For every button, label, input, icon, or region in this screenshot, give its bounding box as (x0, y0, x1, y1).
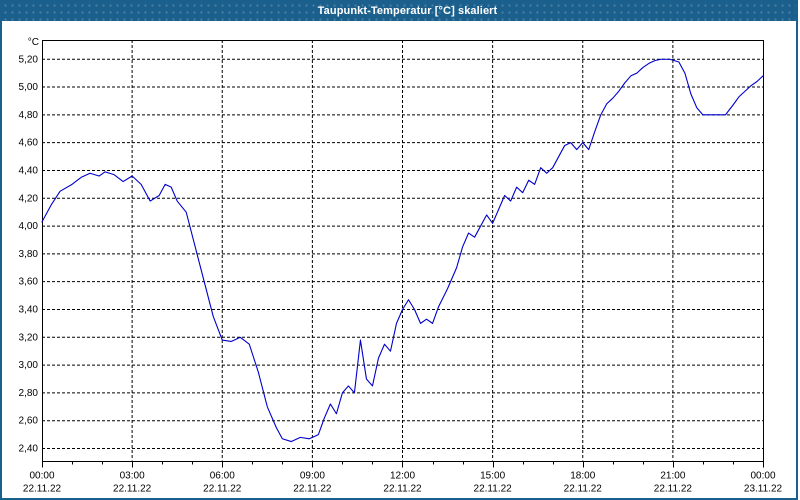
svg-text:12:00: 12:00 (390, 471, 415, 482)
svg-text:21:00: 21:00 (660, 471, 685, 482)
svg-text:4,00: 4,00 (19, 221, 39, 232)
svg-text:22.11.22: 22.11.22 (293, 484, 332, 495)
svg-text:15:00: 15:00 (480, 471, 505, 482)
svg-text:06:00: 06:00 (210, 471, 235, 482)
svg-text:5,20: 5,20 (19, 54, 39, 65)
svg-text:22.11.22: 22.11.22 (564, 484, 603, 495)
svg-text:3,80: 3,80 (19, 249, 39, 260)
svg-text:00:00: 00:00 (750, 471, 775, 482)
svg-text:°C: °C (28, 37, 39, 48)
svg-text:03:00: 03:00 (120, 471, 145, 482)
svg-text:4,20: 4,20 (19, 193, 39, 204)
svg-text:3,20: 3,20 (19, 332, 39, 343)
svg-text:2,40: 2,40 (19, 444, 39, 455)
svg-text:22.11.22: 22.11.22 (383, 484, 422, 495)
svg-text:09:00: 09:00 (300, 471, 325, 482)
svg-text:4,80: 4,80 (19, 110, 39, 121)
svg-text:3,60: 3,60 (19, 277, 39, 288)
svg-text:18:00: 18:00 (570, 471, 595, 482)
svg-text:4,60: 4,60 (19, 138, 39, 149)
svg-text:22.11.22: 22.11.22 (474, 484, 513, 495)
svg-text:5,00: 5,00 (19, 82, 39, 93)
svg-text:2,60: 2,60 (19, 416, 39, 427)
svg-text:2,80: 2,80 (19, 388, 39, 399)
svg-text:3,00: 3,00 (19, 360, 39, 371)
svg-text:22.11.22: 22.11.22 (654, 484, 693, 495)
svg-text:22.11.22: 22.11.22 (203, 484, 242, 495)
svg-text:00:00: 00:00 (29, 471, 54, 482)
svg-text:4,40: 4,40 (19, 165, 39, 176)
svg-text:23.11.22: 23.11.22 (744, 484, 783, 495)
svg-text:3,40: 3,40 (19, 304, 39, 315)
svg-text:22.11.22: 22.11.22 (23, 484, 62, 495)
svg-text:22.11.22: 22.11.22 (113, 484, 152, 495)
